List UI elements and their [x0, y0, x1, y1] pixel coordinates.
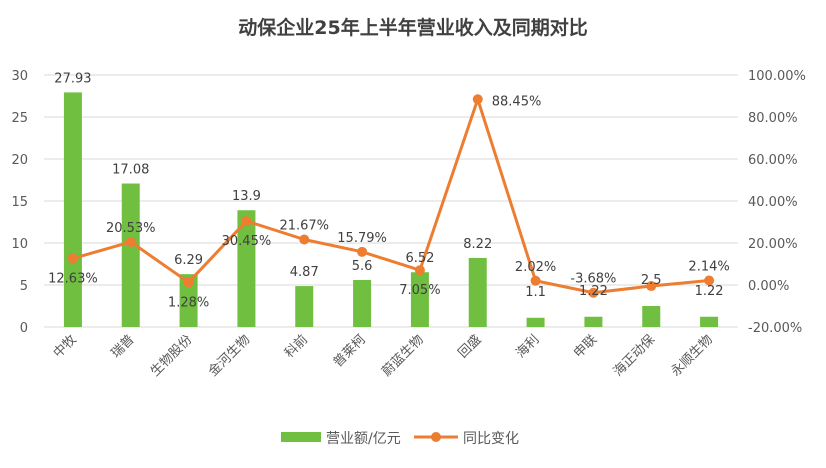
- yoy-marker: [357, 246, 368, 257]
- x-category-label: 金河生物: [205, 332, 253, 380]
- yoy-marker: [241, 216, 252, 227]
- y-right-tick-label: 0.00%: [748, 279, 789, 294]
- y-right-tick-label: 20.00%: [748, 237, 798, 252]
- yoy-line: [72, 97, 710, 295]
- bar: [295, 286, 314, 327]
- yoy-marker: [704, 275, 715, 286]
- x-category-label: 永顺生物: [669, 332, 716, 379]
- bar-data-label: 6.52: [405, 251, 434, 266]
- legend-label-yoy: 同比变化: [463, 431, 519, 447]
- bar: [700, 316, 719, 327]
- y-right-tick-label: 60.00%: [748, 153, 798, 168]
- legend: 营业额/亿元 同比变化: [281, 431, 519, 447]
- bar-data-label: 1.1: [525, 285, 546, 300]
- x-category-label: 生物股份: [148, 332, 195, 379]
- yoy-data-label: 2.14%: [688, 260, 729, 275]
- yoy-marker: [646, 281, 657, 292]
- bar: [121, 183, 140, 327]
- bar: [526, 317, 545, 327]
- legend-swatch-yoy-marker: [431, 432, 441, 442]
- yoy-data-label: 15.79%: [337, 231, 387, 246]
- bar-data-label: 27.93: [54, 71, 91, 86]
- yoy-marker: [125, 236, 136, 247]
- yoy-marker: [472, 94, 483, 105]
- bar: [410, 272, 429, 327]
- bar: [584, 316, 603, 327]
- yoy-data-label: 30.45%: [222, 234, 272, 249]
- yoy-marker: [183, 277, 194, 288]
- yoy-marker: [299, 234, 310, 245]
- x-category-label: 科前: [281, 332, 311, 362]
- bar: [353, 279, 372, 327]
- y-right-tick-label: 40.00%: [748, 195, 798, 210]
- yoy-marker: [414, 265, 425, 276]
- bar: [179, 274, 198, 327]
- y-left-tick-label: 20: [11, 153, 28, 168]
- yoy-data-label: 88.45%: [492, 94, 542, 109]
- legend-label-revenue: 营业额/亿元: [326, 431, 401, 447]
- yoy-marker: [530, 275, 541, 286]
- y-right-tick-label: 80.00%: [748, 111, 798, 126]
- y-right-tick-label: -20.00%: [748, 321, 802, 336]
- bar: [63, 92, 82, 327]
- x-category-label: 普莱柯: [331, 332, 369, 370]
- y-left-tick-label: 10: [11, 237, 28, 252]
- bar-data-label: 6.29: [174, 253, 203, 268]
- yoy-marker: [588, 287, 599, 298]
- x-category-label: 中牧: [51, 332, 80, 361]
- x-category-label: 申联: [571, 332, 600, 361]
- y-left-tick-label: 25: [11, 111, 28, 126]
- bar: [642, 306, 661, 327]
- bar-data-label: 17.08: [112, 163, 149, 178]
- yoy-data-label: -3.68%: [570, 272, 616, 287]
- yoy-data-label: 7.05%: [399, 283, 440, 298]
- y-left-tick-label: 0: [20, 321, 28, 336]
- x-category-label: 海利: [513, 332, 542, 361]
- y-right-tick-label: 100.00%: [748, 69, 806, 84]
- bar-data-label: 1.22: [695, 284, 724, 299]
- yoy-data-label: 2.02%: [515, 260, 556, 275]
- bar-data-label: 4.87: [290, 265, 319, 280]
- bar-data-label: 1.22: [579, 284, 608, 299]
- bar-data-label: 13.9: [232, 189, 261, 204]
- yoy-data-label: 12.63%: [48, 271, 98, 286]
- yoy-data-label: 20.53%: [106, 221, 156, 236]
- yoy-data-label: 1.28%: [168, 295, 209, 310]
- bar-data-label: 2.5: [641, 273, 662, 288]
- x-category-label: 瑞普: [109, 332, 138, 361]
- y-left-tick-label: 30: [11, 69, 28, 84]
- x-category-label: 海正动保: [611, 332, 658, 379]
- chart-title: 动保企业25年上半年营业收入及同期对比: [238, 16, 587, 39]
- yoy-data-label: 21.67%: [279, 218, 329, 233]
- x-category-label: 回盛: [456, 332, 485, 361]
- yoy-marker: [67, 253, 78, 264]
- y-left-tick-label: 5: [20, 279, 28, 294]
- bar-data-label: 8.22: [463, 237, 492, 252]
- x-category-label: 蔚蓝生物: [379, 332, 426, 379]
- y-left-tick-label: 15: [11, 195, 28, 210]
- legend-swatch-revenue: [281, 432, 321, 442]
- bar: [237, 210, 256, 327]
- bar: [468, 257, 487, 327]
- bar-data-label: 5.6: [352, 259, 373, 274]
